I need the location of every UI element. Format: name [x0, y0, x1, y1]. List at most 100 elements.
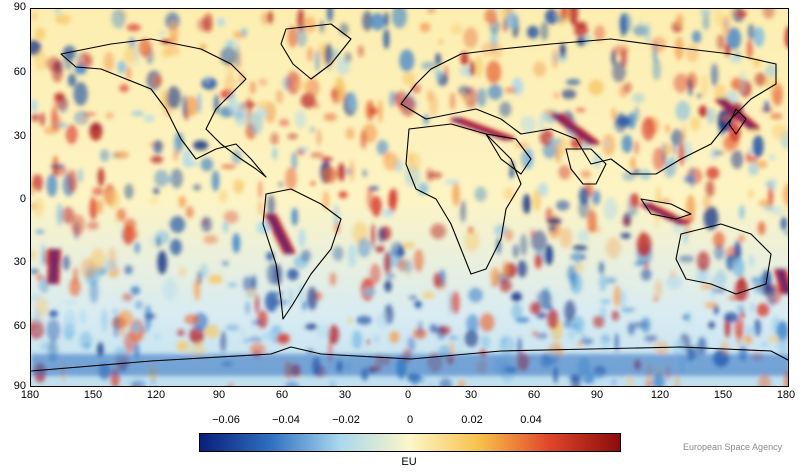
anomaly-blob	[347, 243, 357, 268]
anomaly-blob	[600, 299, 611, 304]
anomaly-blob	[322, 166, 338, 184]
anomaly-blob	[313, 101, 320, 109]
lat-label: 60	[13, 320, 26, 332]
anomaly-blob	[111, 9, 126, 29]
anomaly-blob	[520, 148, 533, 170]
anomaly-blob	[674, 36, 684, 61]
anomaly-blob	[532, 189, 541, 212]
lon-label: 60	[275, 389, 289, 401]
coastline	[31, 346, 788, 372]
anomaly-blob	[403, 242, 415, 249]
anomaly-blob	[652, 374, 665, 386]
anomaly-blob	[294, 110, 307, 129]
anomaly-blob	[499, 101, 512, 117]
anomaly-blob	[34, 50, 48, 71]
anomaly-blob	[365, 339, 371, 344]
anomaly-blob	[573, 262, 584, 273]
anomaly-blob	[427, 9, 436, 14]
anomaly-blob	[153, 140, 163, 154]
anomaly-blob	[278, 118, 290, 127]
coastline	[405, 123, 522, 275]
anomaly-blob	[613, 285, 621, 308]
anomaly-blob	[670, 270, 676, 279]
anomaly-blob	[258, 78, 268, 86]
anomaly-blob	[92, 187, 104, 196]
anomaly-blob	[162, 277, 178, 301]
anomaly-blob	[309, 126, 316, 133]
anomaly-blob	[678, 142, 685, 167]
anomaly-blob	[138, 38, 152, 58]
anomaly-blob	[452, 182, 460, 207]
anomaly-blob	[762, 9, 775, 19]
anomaly-blob	[303, 16, 317, 33]
anomaly-blob	[418, 182, 429, 196]
anomaly-blob	[422, 291, 435, 300]
anomaly-blob	[114, 217, 121, 223]
anomaly-blob	[641, 317, 651, 333]
anomaly-blob	[345, 127, 355, 140]
anomaly-blob	[724, 312, 739, 323]
anomaly-blob	[421, 61, 437, 70]
anomaly-blob	[634, 261, 645, 266]
anomaly-blob	[205, 74, 210, 85]
anomaly-blob	[520, 234, 528, 256]
anomaly-blob	[613, 45, 629, 56]
anomaly-blob	[734, 318, 745, 339]
anomaly-blob	[228, 382, 233, 386]
anomaly-blob	[419, 22, 431, 33]
anomaly-blob	[61, 300, 77, 305]
anomaly-blob	[73, 82, 88, 106]
anomaly-blob	[558, 165, 571, 180]
anomaly-blob	[126, 23, 141, 32]
anomaly-blob	[363, 287, 376, 297]
anomaly-blob	[234, 102, 248, 127]
anomaly-blob	[611, 107, 616, 120]
anomaly-blob	[580, 333, 587, 339]
anomaly-blob	[166, 86, 181, 109]
anomaly-blob	[714, 84, 727, 101]
anomaly-blob	[561, 89, 577, 99]
anomaly-blob	[34, 27, 46, 41]
anomaly-blob	[242, 338, 250, 343]
anomaly-blob	[769, 154, 775, 161]
anomaly-blob	[316, 324, 331, 339]
colorbar-tick: 0.04	[520, 414, 542, 426]
anomaly-blob	[713, 150, 724, 156]
anomaly-blob	[193, 140, 209, 151]
anomaly-blob	[278, 181, 284, 187]
anomaly-blob	[208, 274, 223, 285]
anomaly-blob	[131, 321, 141, 333]
anomaly-blob	[79, 331, 93, 350]
anomaly-blob	[348, 317, 353, 323]
anomaly-blob	[582, 35, 592, 45]
anomaly-blob	[639, 169, 651, 180]
anomaly-blob	[703, 206, 719, 231]
anomaly-blob	[306, 286, 318, 311]
anomaly-blob	[575, 108, 587, 112]
anomaly-blob	[666, 275, 682, 290]
anomaly-blob	[220, 330, 227, 353]
anomaly-blob	[620, 307, 636, 313]
anomaly-blob	[697, 251, 710, 272]
anomaly-blob	[302, 300, 307, 311]
anomaly-blob	[724, 20, 729, 27]
anomaly-blob	[368, 107, 379, 115]
anomaly-blob	[784, 231, 788, 236]
anomaly-blob	[474, 186, 487, 202]
anomaly-blob	[688, 77, 693, 97]
anomaly-blob	[400, 95, 416, 116]
anomaly-band	[264, 213, 288, 255]
anomaly-blob	[40, 112, 45, 127]
anomaly-blob	[739, 70, 746, 94]
anomaly-blob	[535, 332, 548, 339]
anomaly-blob	[587, 209, 597, 233]
colorbar-tick: 0	[406, 414, 414, 426]
anomaly-blob	[385, 271, 395, 280]
anomaly-blob	[713, 244, 725, 260]
anomaly-blob	[700, 9, 711, 15]
anomaly-blob	[46, 173, 58, 197]
anomaly-blob	[786, 204, 788, 216]
anomaly-blob	[567, 265, 577, 282]
anomaly-blob	[444, 179, 461, 185]
anomaly-blob	[173, 149, 178, 162]
